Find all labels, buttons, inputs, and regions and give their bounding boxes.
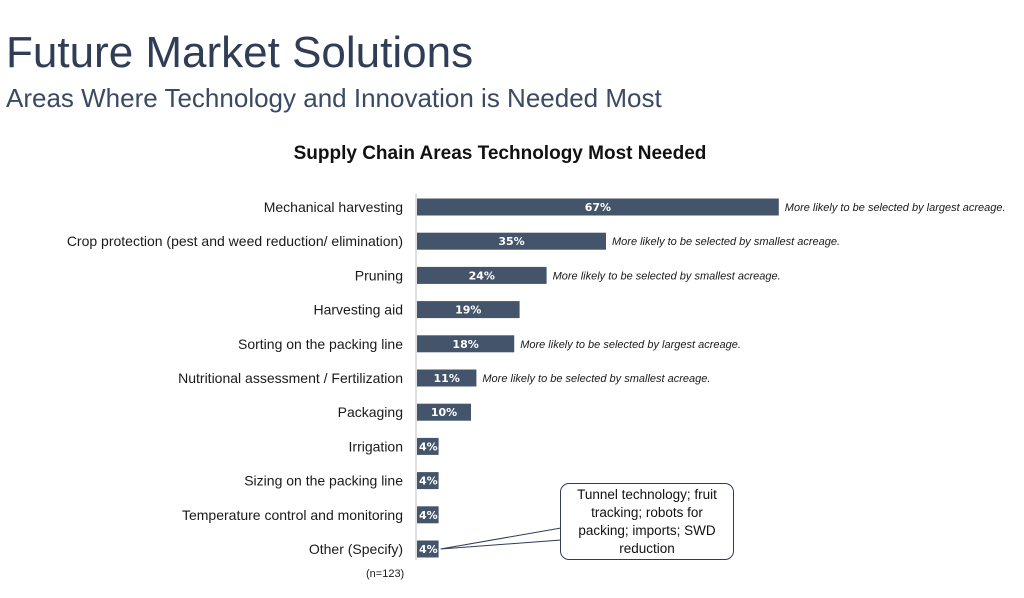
bar-value-label: 18% <box>452 338 478 351</box>
bar <box>417 301 520 319</box>
category-label: Sorting on the packing line <box>238 336 403 352</box>
bar-value-label: 35% <box>498 235 524 248</box>
category-label: Temperature control and monitoring <box>182 507 403 523</box>
bar-value-label: 11% <box>434 372 460 385</box>
bar-value-label: 67% <box>585 201 611 214</box>
bar <box>417 232 606 250</box>
sample-size-note: (n=123) <box>366 568 405 580</box>
bar-value-label: 24% <box>469 269 495 282</box>
bar-value-label: 4% <box>419 440 438 453</box>
bar-value-label: 4% <box>419 475 438 488</box>
chart-title: Supply Chain Areas Technology Most Neede… <box>293 143 707 164</box>
bar-annotation: More likely to be selected by smallest a… <box>553 270 781 282</box>
bar <box>417 198 779 216</box>
slide-title: Future Market Solutions <box>6 28 474 77</box>
bar-annotation: More likely to be selected by largest ac… <box>785 202 1006 214</box>
category-label: Mechanical harvesting <box>264 199 403 215</box>
bar <box>417 266 547 284</box>
category-label: Irrigation <box>349 438 403 454</box>
category-label: Other (Specify) <box>309 541 403 557</box>
category-label: Sizing on the packing line <box>244 473 403 489</box>
bar <box>417 472 439 490</box>
slide-subtitle: Areas Where Technology and Innovation is… <box>6 83 662 113</box>
category-label: Packaging <box>338 404 403 420</box>
bar <box>417 335 515 353</box>
bar-value-label: 4% <box>419 509 438 522</box>
category-label: Pruning <box>355 267 403 283</box>
bar <box>417 369 477 387</box>
callout-box: Tunnel technology; fruit tracking; robot… <box>560 483 734 560</box>
category-label: Nutritional assessment / Fertilization <box>178 370 403 386</box>
bar <box>417 437 439 455</box>
bar <box>417 540 439 558</box>
category-label: Harvesting aid <box>314 302 404 318</box>
bar-value-label: 19% <box>455 304 481 317</box>
bar-annotation: More likely to be selected by smallest a… <box>482 373 710 385</box>
bar-annotation: More likely to be selected by largest ac… <box>520 339 741 351</box>
bar <box>417 403 471 421</box>
bar-annotation: More likely to be selected by smallest a… <box>612 236 840 248</box>
callout-pointer <box>440 527 562 550</box>
bar <box>417 506 439 524</box>
category-label: Crop protection (pest and weed reduction… <box>67 233 403 249</box>
bar-value-label: 4% <box>419 543 438 556</box>
bar-value-label: 10% <box>431 406 457 419</box>
